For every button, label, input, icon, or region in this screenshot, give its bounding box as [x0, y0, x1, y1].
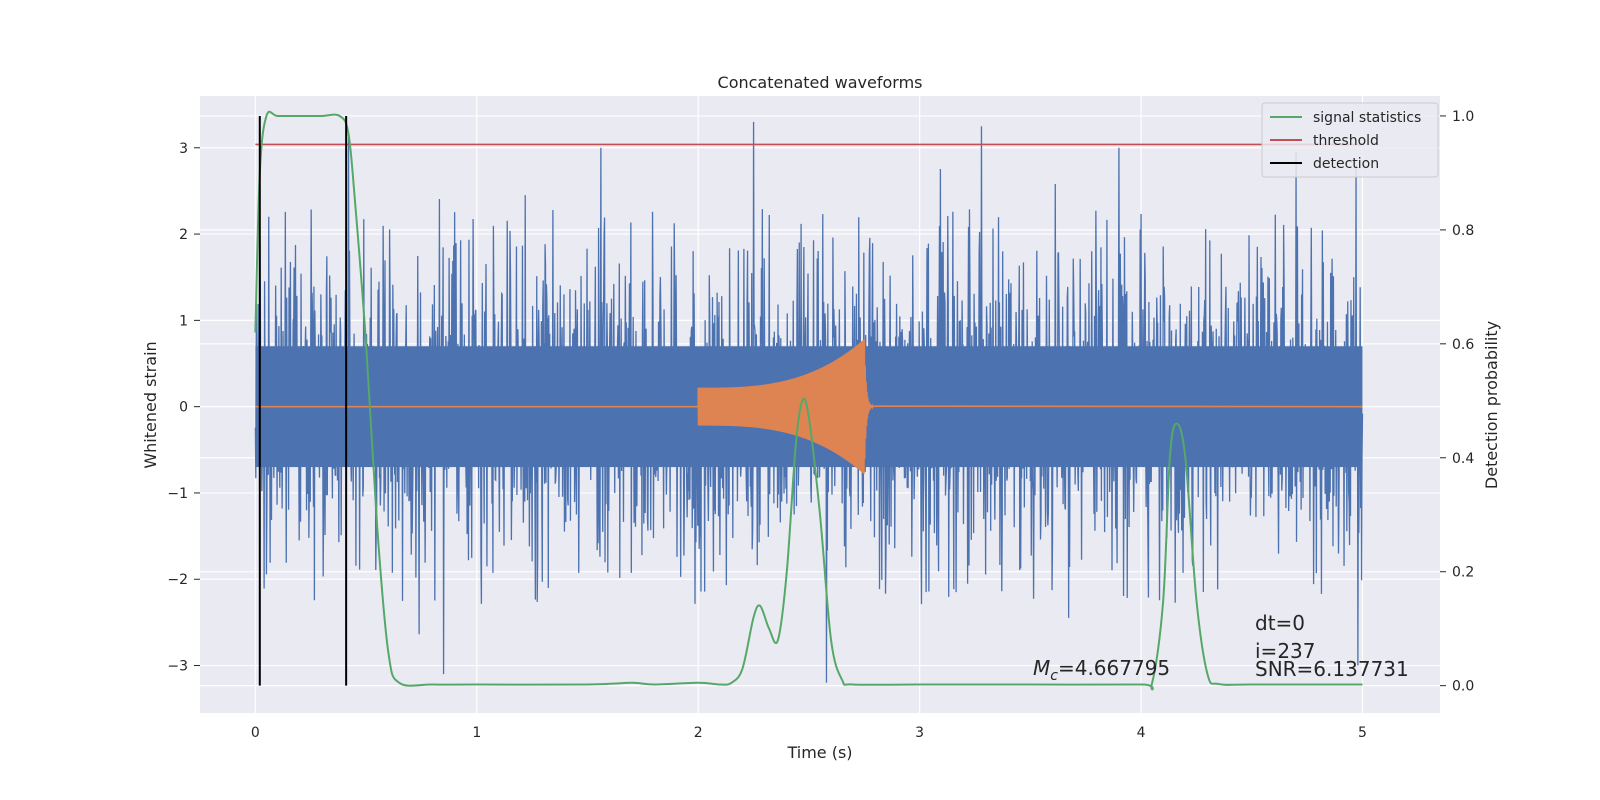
legend-label-threshold: threshold [1313, 133, 1379, 149]
annotation-dt: dt=0 [1255, 611, 1305, 635]
x-tick-label-5: 5 [1358, 725, 1367, 741]
annotation-i: i=237 [1255, 639, 1316, 663]
annotations: Mc=4.667795 dt=0 i=237 SNR=6.137731 [1033, 611, 1409, 684]
y-tick-label-0: 0 [179, 400, 188, 416]
x-tick-label-3: 3 [915, 725, 924, 741]
injection-series [255, 339, 1363, 474]
x-tick-label-4: 4 [1137, 725, 1146, 741]
y-right-tick-label-0.8: 0.8 [1452, 223, 1474, 239]
strain-line [254, 121, 1364, 683]
y-axis-label-right: Detection probability [1482, 321, 1501, 489]
y-tick-label--3: −3 [167, 659, 188, 675]
signal-statistics-line [254, 110, 1363, 691]
x-axis-label: Time (s) [786, 743, 852, 762]
chirp-mass-subscript: c [1050, 668, 1058, 684]
chirp-mass-value: =4.667795 [1058, 656, 1170, 680]
y-tick-label-1: 1 [179, 313, 188, 329]
x-ticks: 0 1 2 3 4 5 [251, 725, 1367, 741]
legend-label-signal-statistics: signal statistics [1313, 110, 1421, 126]
y-axis-label: Whitened strain [141, 341, 160, 468]
y-tick-label--2: −2 [167, 572, 188, 588]
injection-line [255, 339, 1363, 474]
y-right-tick-label-0: 0.0 [1452, 679, 1474, 695]
chart-title: Concatenated waveforms [718, 73, 923, 92]
y-right-tick-label-0.4: 0.4 [1452, 451, 1474, 467]
signal-statistics-series [254, 110, 1363, 691]
x-tick-label-2: 2 [694, 725, 703, 741]
legend-label-detection: detection [1313, 156, 1379, 172]
right-y-ticks: 0.0 0.2 0.4 0.6 0.8 1.0 [1440, 109, 1474, 695]
y-right-tick-label-1: 1.0 [1452, 109, 1474, 125]
y-tick-label--1: −1 [167, 486, 188, 502]
y-right-tick-label-0.2: 0.2 [1452, 565, 1474, 581]
y-tick-label-3: 3 [179, 141, 188, 157]
legend: signal statistics threshold detection [1261, 102, 1439, 178]
detection-series [258, 115, 348, 686]
annotation-snr: SNR=6.137731 [1255, 657, 1409, 681]
left-y-ticks: −3 −2 −1 0 1 2 3 [167, 141, 200, 675]
y-right-tick-label-0.6: 0.6 [1452, 337, 1474, 353]
x-tick-label-0: 0 [251, 725, 260, 741]
legend-frame [1261, 102, 1439, 178]
annotation-chirp-mass: Mc=4.667795 [1033, 656, 1170, 684]
x-tick-label-1: 1 [472, 725, 481, 741]
chirp-mass-symbol: M [1033, 656, 1050, 680]
y-tick-label-2: 2 [179, 227, 188, 243]
